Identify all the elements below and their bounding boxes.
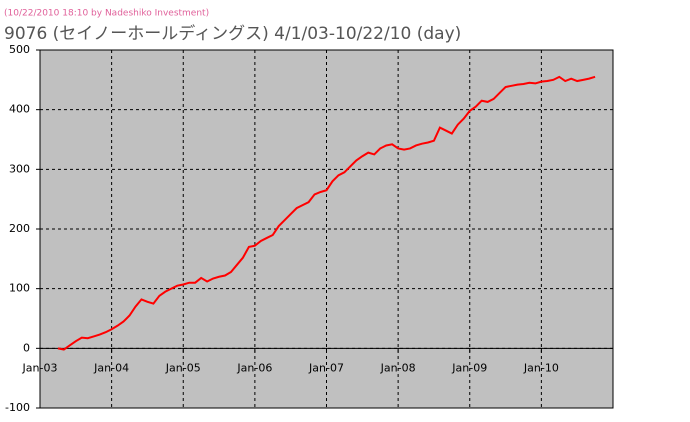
chart-subtitle: (10/22/2010 18:10 by Nadeshiko Investmen… bbox=[4, 9, 209, 19]
x-tick-label: Jan-05 bbox=[165, 361, 201, 374]
y-tick-label: 300 bbox=[9, 162, 30, 175]
x-tick-label: Jan-04 bbox=[93, 361, 129, 374]
y-tick-label: 400 bbox=[9, 103, 30, 116]
y-tick-label: -100 bbox=[5, 401, 30, 414]
x-tick-label: Jan-06 bbox=[236, 361, 272, 374]
y-tick-label: 500 bbox=[9, 43, 30, 56]
x-tick-label: Jan-09 bbox=[451, 361, 487, 374]
chart-title: 9076 (セイノーホールディングス) 4/1/03-10/22/10 (day… bbox=[4, 23, 461, 44]
y-tick-label: 0 bbox=[23, 341, 30, 354]
y-tick-label: 200 bbox=[9, 222, 30, 235]
x-tick-label: Jan-08 bbox=[380, 361, 416, 374]
x-tick-label: Jan-10 bbox=[523, 361, 559, 374]
x-tick-label: Jan-03 bbox=[22, 361, 58, 374]
data-line bbox=[57, 75, 596, 351]
x-tick-label: Jan-07 bbox=[308, 361, 344, 374]
y-tick-label: 100 bbox=[9, 282, 30, 295]
